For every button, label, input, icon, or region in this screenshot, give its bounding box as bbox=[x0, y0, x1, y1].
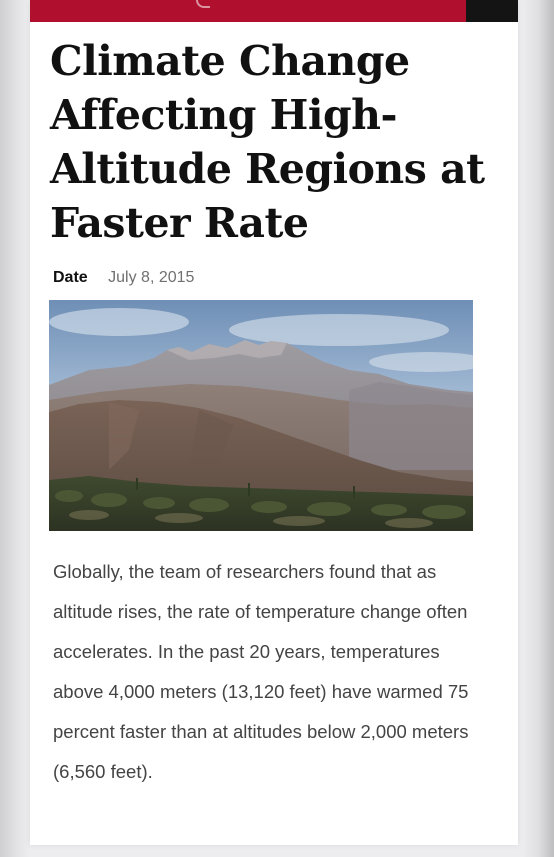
mountain-landscape-photo bbox=[49, 300, 473, 531]
article-body: Globally, the team of researchers found … bbox=[53, 561, 469, 782]
logo-fragment-icon bbox=[196, 0, 210, 8]
publish-date: July 8, 2015 bbox=[108, 269, 195, 286]
site-header-bar bbox=[30, 0, 518, 22]
date-label: Date bbox=[53, 269, 88, 286]
header-brand-strip bbox=[30, 0, 466, 22]
article-card: Climate Change Affecting High-Altitude R… bbox=[30, 0, 518, 845]
header-menu-block[interactable] bbox=[466, 0, 518, 22]
article-meta: Date July 8, 2015 bbox=[53, 268, 194, 288]
article-headline: Climate Change Affecting High-Altitude R… bbox=[50, 37, 485, 247]
